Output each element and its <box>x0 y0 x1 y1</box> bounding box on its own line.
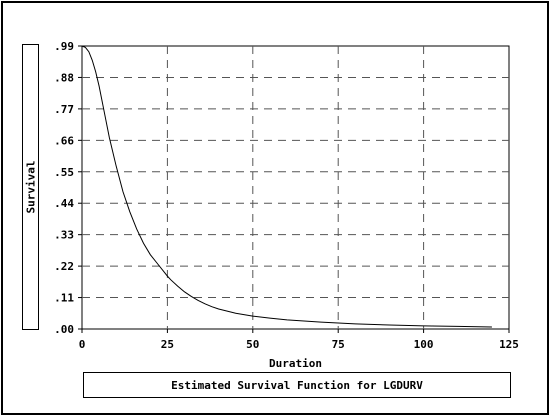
chart-caption: Estimated Survival Function for LGDURV <box>171 378 423 392</box>
y-tick-label: .00 <box>54 323 74 336</box>
x-tick-label: 75 <box>332 338 345 351</box>
survival-curve <box>81 45 492 328</box>
x-tick-label: 25 <box>161 338 174 351</box>
x-tick-label: 125 <box>499 338 519 351</box>
y-tick-label: .77 <box>54 103 74 116</box>
y-tick-label: .99 <box>54 40 74 53</box>
x-tick-label: 0 <box>79 338 86 351</box>
plot-area <box>81 45 510 330</box>
x-tick-label: 50 <box>246 338 259 351</box>
y-tick-label: .55 <box>54 166 74 179</box>
x-axis-label: Duration <box>269 357 322 370</box>
y-tick-label: .66 <box>54 134 74 147</box>
y-tick-label: .33 <box>54 229 74 242</box>
caption-box: Estimated Survival Function for LGDURV <box>83 372 511 398</box>
y-axis-label-box: Survival <box>22 44 39 330</box>
y-tick-label: .11 <box>54 292 74 305</box>
y-tick-label: .44 <box>54 197 74 210</box>
y-tick-label: .22 <box>54 260 74 273</box>
y-tick-label: .88 <box>54 71 74 84</box>
x-tick-label: 100 <box>414 338 434 351</box>
